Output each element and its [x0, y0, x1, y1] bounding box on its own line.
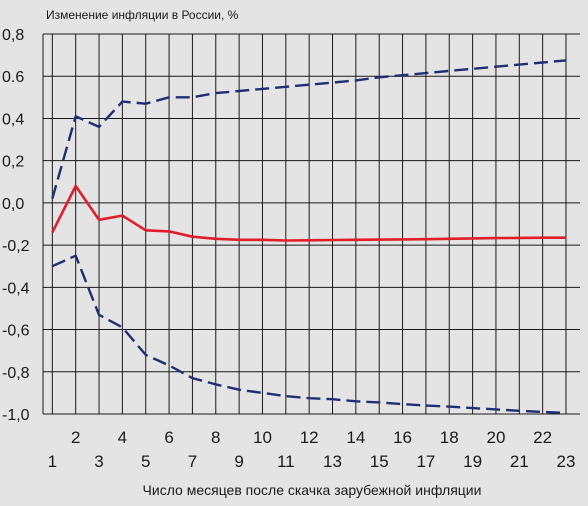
x-tick-label: 23	[557, 452, 576, 471]
x-tick-label: 1	[48, 452, 57, 471]
x-tick-label: 15	[370, 452, 389, 471]
series-group	[51, 59, 567, 415]
y-tick-label: -1,0	[2, 407, 30, 424]
x-tick-label: 17	[416, 452, 435, 471]
y-tick-label: 0,8	[2, 27, 24, 44]
x-tick-label: 22	[533, 428, 552, 447]
x-tick-label: 13	[323, 452, 342, 471]
x-tick-label: 4	[118, 428, 127, 447]
x-tick-label: 18	[440, 428, 459, 447]
x-tick-label: 7	[188, 452, 197, 471]
x-tick-label: 9	[234, 452, 243, 471]
x-tick-labels: 2 4 6 8 10 12 14 16 18 20 221 3 5 7 9 11 13 15 17 19 21 23	[48, 428, 576, 471]
grid	[42, 33, 580, 415]
y-tick-label: -0,8	[2, 365, 30, 382]
y-tick-labels: 0,8 0.6 0,4 0,2 0,0 -0,2 -0,4 -0,6 -0,8 -1,0	[2, 27, 30, 424]
series-line-0	[51, 184, 566, 242]
x-tick-label: 2	[71, 428, 80, 447]
y-tick-label: 0,0	[2, 196, 24, 213]
y-tick-label: -0,6	[2, 323, 30, 340]
x-tick-label: 3	[94, 452, 103, 471]
series-line-1	[51, 59, 567, 200]
x-tick-label: 21	[510, 452, 529, 471]
x-tick-label: 6	[164, 428, 173, 447]
x-tick-label: 19	[463, 452, 482, 471]
x-tick-label: 12	[300, 428, 319, 447]
chart-title: Изменение инфляции в России, %	[46, 8, 239, 22]
y-tick-label: 0,4	[2, 111, 24, 128]
y-tick-label: -0,4	[2, 280, 30, 297]
x-tick-label: 16	[393, 428, 412, 447]
x-tick-label: 8	[211, 428, 220, 447]
x-tick-label: 10	[253, 428, 272, 447]
x-axis-title: Число месяцев после скачка зарубежной ин…	[143, 482, 482, 498]
x-tick-label: 14	[346, 428, 365, 447]
y-tick-label: -0,2	[2, 238, 30, 255]
x-tick-label: 11	[277, 452, 295, 471]
series-line-2	[51, 254, 567, 415]
y-tick-label: 0,2	[2, 154, 24, 171]
x-tick-label: 20	[486, 428, 505, 447]
x-tick-label: 5	[141, 452, 150, 471]
y-tick-label: 0.6	[2, 69, 24, 86]
